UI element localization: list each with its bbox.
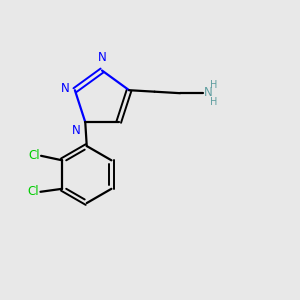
- Text: N: N: [204, 86, 213, 99]
- Text: N: N: [72, 124, 81, 136]
- Text: H: H: [210, 80, 217, 90]
- Text: Cl: Cl: [28, 149, 40, 162]
- Text: N: N: [61, 82, 70, 95]
- Text: H: H: [210, 97, 217, 107]
- Text: Cl: Cl: [28, 185, 39, 198]
- Text: N: N: [98, 51, 106, 64]
